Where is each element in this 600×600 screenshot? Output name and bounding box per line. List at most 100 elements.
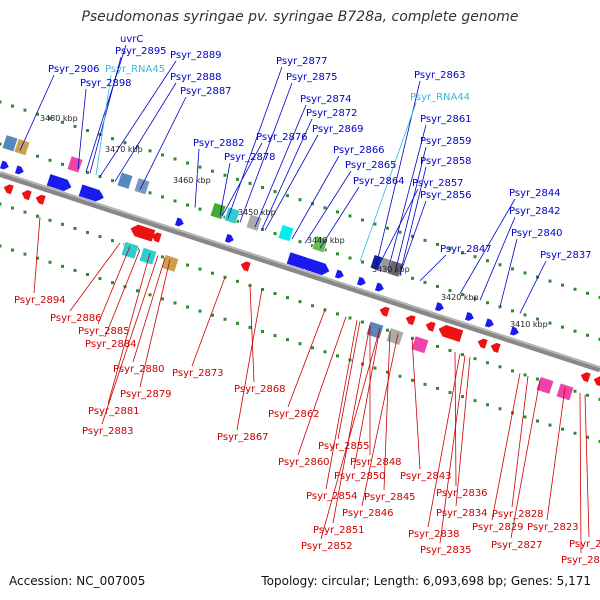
forward-gene-arrow-shape: [14, 165, 24, 175]
tick-dot: [336, 210, 339, 214]
tick-dot: [186, 203, 189, 207]
tick-dot: [423, 280, 427, 284]
tick-dot: [161, 255, 164, 259]
gene-label: Psyr_2895: [115, 46, 167, 57]
gene-label: Psyr_2883: [82, 426, 134, 437]
gene-label: Psyr_2850: [334, 471, 386, 482]
leader-line: [361, 333, 399, 507]
map-title: Pseudomonas syringae pv. syringae B728a,…: [81, 9, 519, 25]
forward-gene-arrow-shape: [286, 252, 312, 270]
forward-gene-arrow-shape: [224, 233, 234, 243]
leader-line: [101, 255, 159, 425]
tick-dot: [261, 287, 264, 291]
tick-dot: [298, 240, 302, 244]
tick-dot: [548, 279, 552, 283]
leader-line: [377, 188, 419, 268]
forward-gene-arrow-shape: [356, 276, 366, 286]
gene-label: Psyr_2867: [217, 432, 269, 443]
tick-dot: [423, 238, 427, 242]
leader-line: [427, 353, 461, 528]
reverse-gene-block-shape: [535, 376, 555, 395]
reverse-gene-arrow: [405, 315, 416, 326]
forward-gene-arrow-shape: [484, 318, 494, 328]
gene-label: Psyr_2821: [561, 555, 600, 566]
reverse-gene-block: [410, 335, 430, 354]
tick-dot: [486, 259, 489, 263]
tick-dot: [523, 373, 527, 377]
tick-dot: [61, 222, 64, 226]
forward-gene-arrow: [0, 160, 9, 170]
tick-dot: [486, 403, 489, 407]
forward-gene-arrow-shape: [434, 302, 444, 312]
leader-line: [459, 198, 516, 294]
reverse-gene-arrow-shape: [240, 261, 251, 272]
gene-label: Psyr_2854: [306, 491, 358, 502]
tick-dot: [161, 153, 164, 157]
tick-dot: [48, 158, 52, 162]
tick-dot: [348, 256, 352, 260]
tick-dot: [148, 191, 152, 195]
kbp-tick-label: 3420 kbp: [441, 293, 479, 302]
tick-dot: [261, 329, 264, 333]
gene-label: Psyr_2859: [420, 136, 472, 147]
gene-label: Psyr_2886: [50, 313, 102, 324]
tick-dot: [461, 353, 464, 357]
reverse-gene-arrow-shape: [425, 321, 436, 332]
forward-gene-arrow-shape: [174, 217, 184, 227]
reverse-gene-arrow: [425, 321, 436, 332]
tick-dot: [536, 419, 539, 423]
gene-label: Psyr_2862: [268, 409, 320, 420]
tick-dot: [23, 252, 27, 256]
tick-dot: [448, 289, 452, 293]
leader-line: [546, 387, 566, 521]
tick-dot: [111, 239, 114, 243]
leader-line: [19, 74, 55, 151]
leader-line: [510, 379, 541, 539]
leader-line: [304, 170, 352, 244]
leader-line: [99, 60, 177, 177]
tick-dot: [473, 297, 477, 301]
tick-dot: [86, 128, 89, 132]
tick-dot: [148, 149, 152, 153]
kbp-tick-label: 3410 kbp: [510, 320, 548, 329]
tick-dot: [511, 369, 514, 373]
tick-dot: [261, 227, 264, 231]
tick-dot: [586, 435, 589, 439]
tick-dot: [136, 289, 139, 293]
leader-line: [399, 200, 427, 275]
tick-dot: [586, 333, 589, 337]
leader-line: [249, 285, 255, 383]
gene-label: Psyr_2827: [491, 540, 543, 551]
tick-dot: [586, 291, 589, 295]
tick-dot: [323, 248, 327, 252]
tick-dot: [386, 328, 389, 332]
leader-line: [387, 124, 427, 271]
gene-label: Psyr_2889: [170, 50, 222, 61]
reverse-gene-block: [365, 320, 385, 340]
reverse-gene-arrow-shape: [490, 342, 501, 353]
gene-label: Psyr_2880: [113, 364, 165, 375]
leader-line: [383, 330, 391, 491]
tick-dot: [298, 342, 302, 346]
gene-label: Psyr_2860: [278, 457, 330, 468]
leader-line: [287, 309, 326, 408]
gene-label: Psyr_2836: [436, 488, 488, 499]
gene-label: Psyr_2844: [509, 188, 561, 199]
gene-label: Psyr_2838: [408, 529, 460, 540]
gene-label: Psyr_2846: [342, 508, 394, 519]
tick-dot: [573, 287, 577, 291]
reverse-gene-arrow: [593, 376, 600, 387]
leader-line: [191, 277, 226, 367]
tick-dot: [36, 256, 39, 260]
gene-label: Psyr_2874: [300, 94, 352, 105]
tick-dot: [111, 179, 114, 183]
tick-dot: [348, 316, 352, 320]
leader-line: [455, 356, 471, 507]
forward-gene-arrow-shape: [78, 184, 104, 202]
tick-dot: [498, 365, 502, 369]
tick-dot: [498, 263, 502, 267]
gene-label: Psyr_2861: [420, 114, 472, 125]
tick-dot: [248, 325, 252, 329]
tick-dot: [336, 252, 339, 256]
tick-dot: [411, 336, 414, 340]
